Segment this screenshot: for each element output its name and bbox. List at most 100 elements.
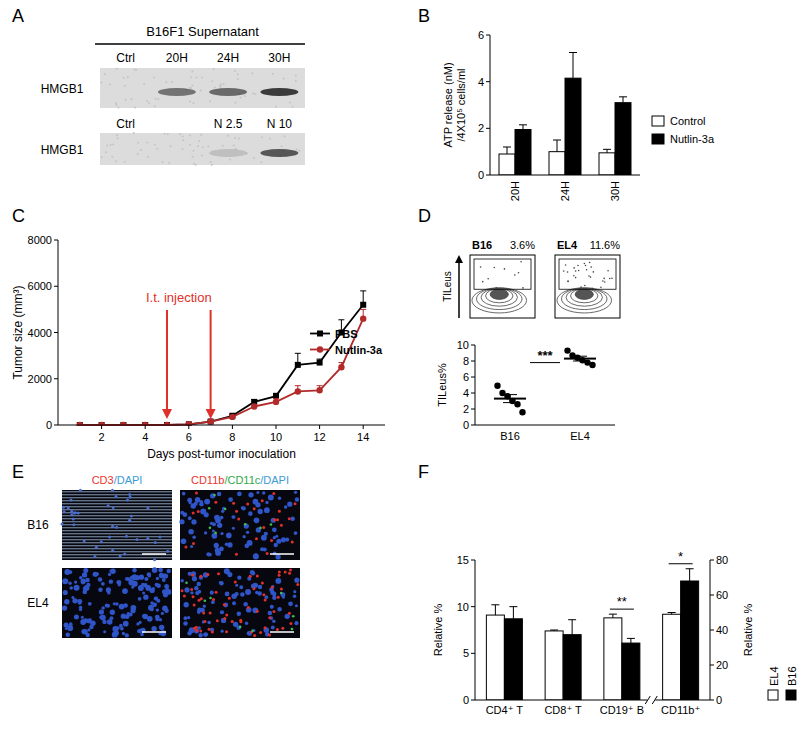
stain-red <box>288 517 291 520</box>
stain-red <box>264 599 267 602</box>
nucleus <box>276 539 281 544</box>
nucleus <box>258 585 262 589</box>
error-cap <box>338 362 344 363</box>
nucleus <box>211 600 215 604</box>
nucleus <box>270 605 274 609</box>
stain-red <box>289 622 292 625</box>
blot-noise <box>115 104 117 106</box>
nucleus <box>263 548 267 552</box>
flow-event <box>487 278 489 280</box>
nucleus <box>68 582 71 585</box>
tick-label: 0 <box>463 419 469 431</box>
blot-noise <box>296 148 298 150</box>
nucleus <box>191 519 196 524</box>
nucleus <box>63 581 66 584</box>
scan-stripe <box>62 500 172 501</box>
error-cap <box>573 361 587 362</box>
nucleus <box>255 591 258 594</box>
error-bar <box>668 613 676 615</box>
blot-noise <box>211 80 213 82</box>
tick <box>486 175 490 176</box>
stain-red <box>223 603 226 606</box>
lane-label: 30H <box>268 51 290 65</box>
scan-stripe <box>62 548 172 549</box>
flow-event <box>577 265 579 267</box>
blot-noise <box>110 144 112 146</box>
flow-event <box>573 275 575 277</box>
nucleus <box>149 588 154 593</box>
tick <box>710 595 714 596</box>
nucleus <box>63 510 66 513</box>
nucleus <box>203 632 208 637</box>
flow-event <box>575 270 577 272</box>
nucleus <box>257 509 262 514</box>
nucleus <box>251 571 255 575</box>
tick-label: 8000 <box>28 234 52 246</box>
point <box>589 362 595 368</box>
error-cap <box>503 147 511 148</box>
tick-label: 40 <box>716 624 728 636</box>
nucleus <box>262 491 265 494</box>
tick <box>101 425 102 429</box>
nucleus <box>116 626 120 630</box>
nucleus <box>166 550 169 553</box>
lane-label: N 10 <box>267 117 293 131</box>
blot-noise <box>283 78 285 80</box>
y-axis <box>490 35 491 175</box>
nucleus <box>183 621 188 626</box>
panel-letter: F <box>418 462 429 482</box>
stain-red <box>181 589 184 592</box>
blot-noise <box>237 78 239 80</box>
error-line <box>557 140 558 152</box>
blot-band <box>209 88 247 96</box>
nucleus <box>106 587 111 592</box>
nucleus <box>138 597 142 601</box>
stain-red <box>261 499 264 502</box>
blot-noise <box>275 106 277 108</box>
flow-contour <box>472 288 527 313</box>
error-line <box>507 147 508 154</box>
blot-noise <box>109 83 111 85</box>
flow-contour <box>575 289 593 299</box>
tick-label: 2 <box>99 431 105 443</box>
blot-noise <box>295 75 297 77</box>
nucleus <box>65 632 70 637</box>
plot-area <box>499 53 631 176</box>
stain-red <box>193 627 196 630</box>
nucleus <box>191 571 196 576</box>
error-cap <box>503 402 517 403</box>
nucleus <box>198 590 202 594</box>
stain-green <box>224 508 227 511</box>
flow-contour <box>477 288 523 309</box>
image-header: CD11b/CD11c/DAPI <box>191 474 289 486</box>
nucleus <box>93 572 98 577</box>
tick-label: 5 <box>463 647 469 659</box>
nucleus <box>93 555 96 558</box>
micrograph <box>62 490 172 560</box>
x-axis <box>475 425 615 426</box>
flow-event <box>495 287 497 289</box>
stain-red <box>281 627 284 630</box>
tick <box>471 409 475 410</box>
error-bar <box>550 630 558 632</box>
error-bar <box>503 147 511 154</box>
nucleus <box>184 587 189 592</box>
blot-noise <box>147 156 149 158</box>
error-cap <box>686 568 694 569</box>
tick-label: 6000 <box>28 280 52 292</box>
tick-label: 6 <box>463 371 469 383</box>
stain-red <box>225 630 228 633</box>
nucleus <box>74 585 80 591</box>
nucleus <box>287 502 292 507</box>
stain-red <box>272 610 275 613</box>
nucleus <box>98 588 102 592</box>
blot-noise <box>284 135 286 137</box>
flow-event <box>602 280 604 282</box>
nucleus <box>274 543 278 547</box>
blot-noise <box>253 157 255 159</box>
stain-red <box>278 510 281 513</box>
blot-noise <box>137 153 139 155</box>
blot-noise <box>240 96 242 98</box>
panel-letter: B <box>418 6 430 26</box>
blot-noise <box>200 134 202 136</box>
